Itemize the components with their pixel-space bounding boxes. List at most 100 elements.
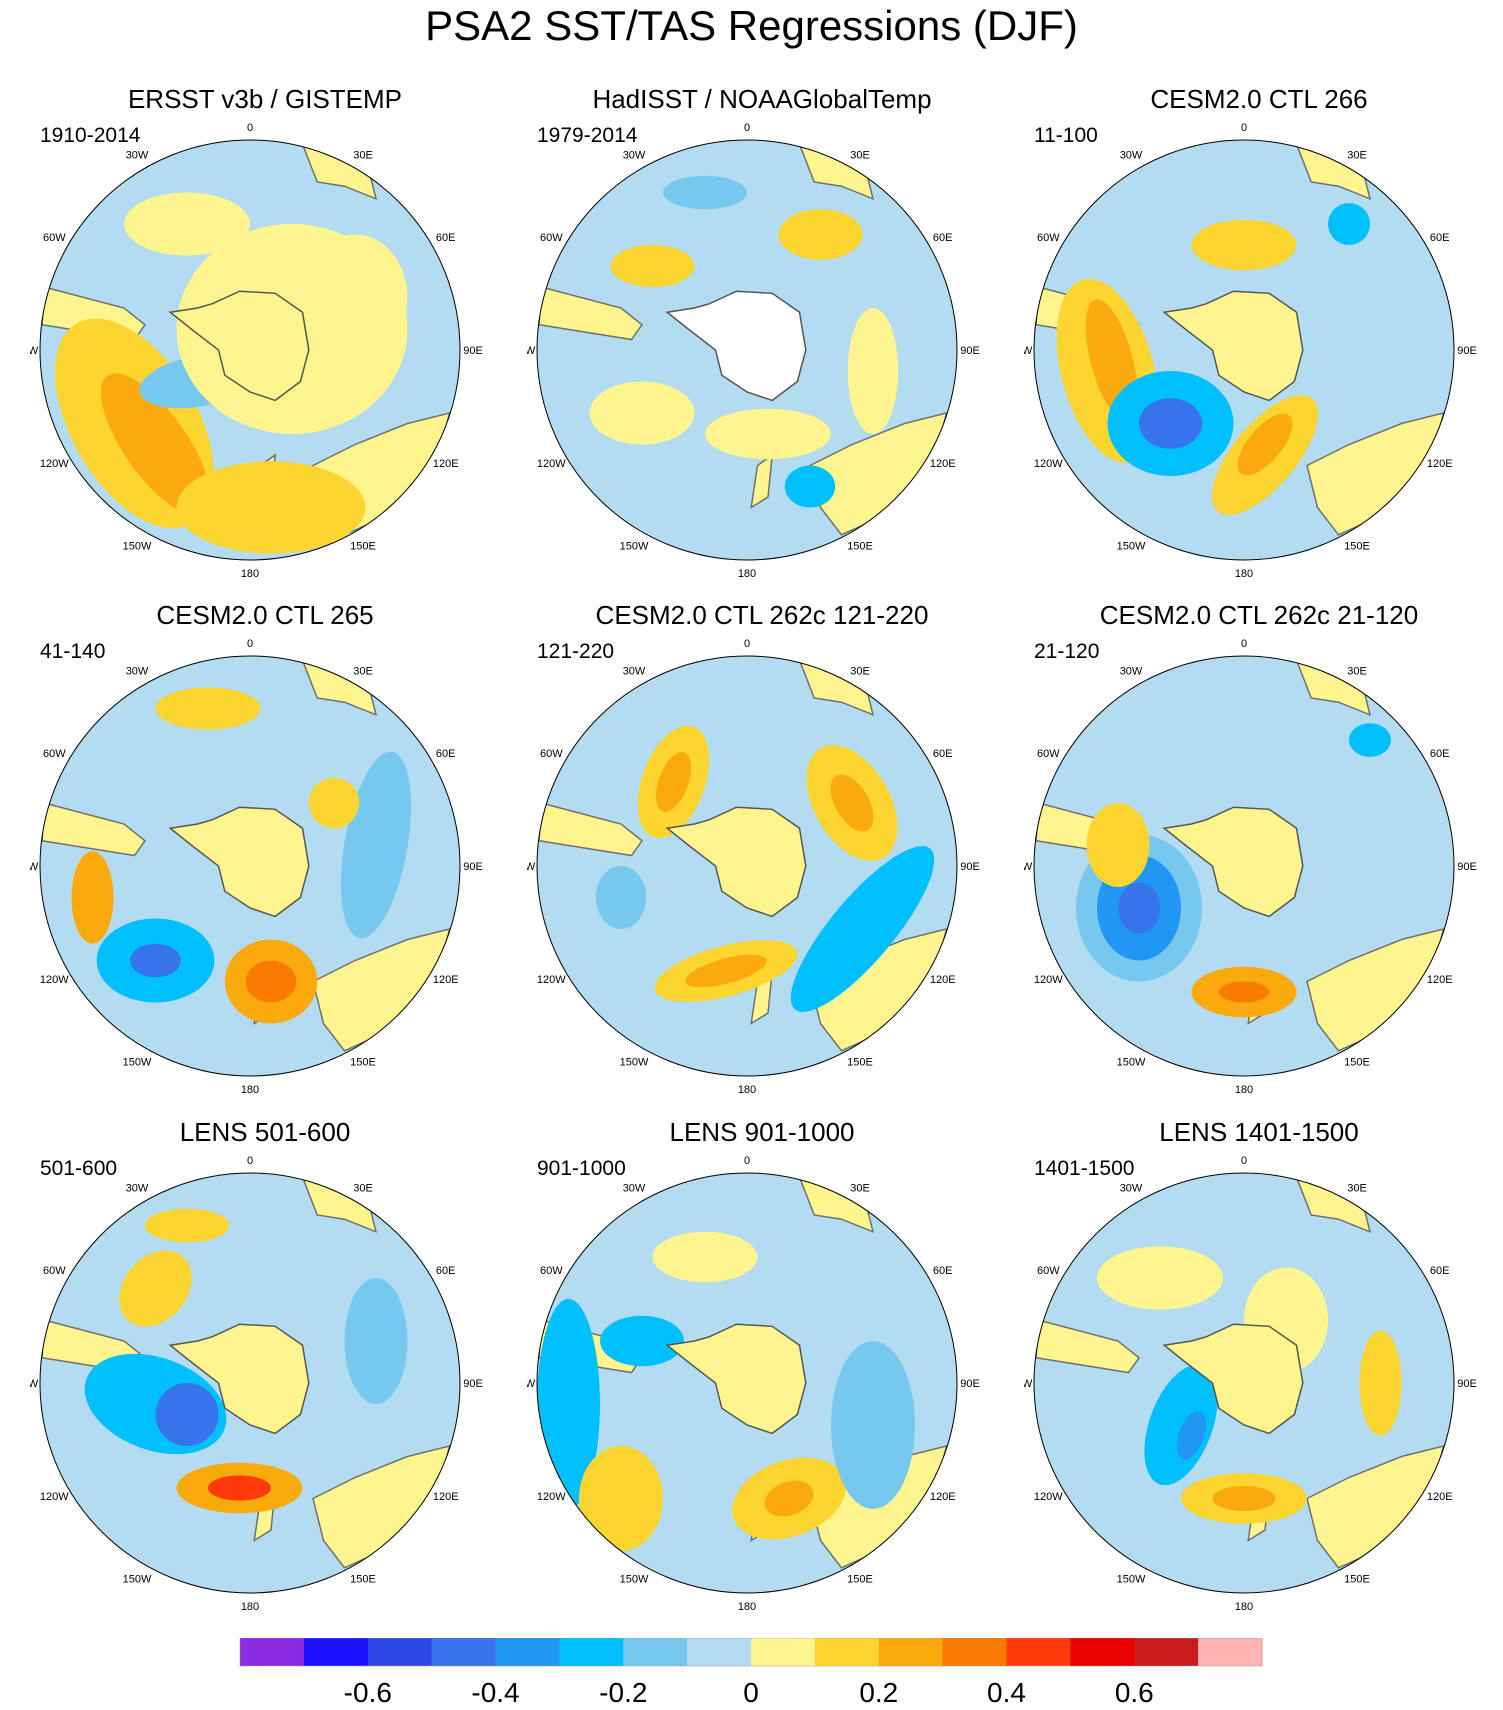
colorbar-swatch (240, 1638, 305, 1666)
polar-map: 0 30E 60E 90E 120E 150E 180 150W 120W 90W 60W 30W (30, 122, 483, 580)
longitude-label: 60E (436, 1265, 456, 1277)
colorbar-swatch (1070, 1638, 1135, 1666)
longitude-label: 180 (241, 1084, 259, 1096)
longitude-label: 90E (960, 1378, 980, 1390)
panel-years: 11-100 (1034, 124, 1098, 147)
colorbar-swatch (367, 1638, 433, 1666)
longitude-label: 0 (1241, 122, 1247, 134)
longitude-label: 150W (123, 1057, 152, 1069)
longitude-label: 90W (527, 345, 536, 357)
panel-title: CESM2.0 CTL 262c 121-220 (595, 600, 929, 630)
polar-map: 0 30E 60E 90E 120E 150E 180 150W 120W 90W 60W 30W (30, 638, 483, 1096)
colorbar-swatch (751, 1638, 816, 1666)
longitude-label: 60W (1037, 748, 1060, 760)
longitude-label: 150E (847, 1574, 873, 1586)
longitude-label: 30W (1120, 1182, 1143, 1194)
map-panel: 0 30E 60E 90E 120E 150E 180 150W 120W 90W 60W 30W CE… (1024, 84, 1494, 594)
longitude-label: 90E (463, 345, 483, 357)
colorbar-swatch (942, 1638, 1007, 1666)
anomaly-contour (145, 1208, 229, 1243)
longitude-label: 120W (1034, 1491, 1063, 1503)
panel-title: LENS 901-1000 (669, 1117, 855, 1147)
longitude-label: 0 (247, 122, 253, 134)
colorbar-swatch (495, 1638, 560, 1666)
longitude-label: 150E (350, 1574, 376, 1586)
longitude-label: 120E (1427, 974, 1453, 986)
anomaly-contour (1328, 203, 1370, 245)
colorbar-swatch (1198, 1638, 1263, 1666)
longitude-label: 150E (847, 1057, 873, 1069)
longitude-label: 120E (930, 974, 956, 986)
antarctica-outline (168, 1323, 310, 1435)
panel-title: CESM2.0 CTL 262c 21-120 (1099, 600, 1419, 630)
longitude-label: 150W (123, 1574, 152, 1586)
longitude-label: 150W (620, 1057, 649, 1069)
colorbar-tick-label: -0.4 (471, 1677, 519, 1708)
colorbar: -0.6 -0.4 -0.2 0 0.2 0.4 0.6 (239, 1638, 1263, 1708)
map-border (1033, 139, 1455, 561)
panel-years: 1979-2014 (537, 124, 638, 147)
longitude-label: 60E (933, 748, 953, 760)
anomaly-contour (600, 1315, 684, 1367)
colorbar-swatch (1134, 1638, 1199, 1666)
polar-map: 0 30E 60E 90E 120E 150E 180 150W 120W 90W 60W 30W (1024, 638, 1477, 1096)
anomaly-contour (784, 465, 836, 508)
longitude-label: 180 (241, 568, 259, 580)
longitude-label: 120W (1034, 458, 1063, 470)
map-panel: 0 30E 60E 90E 120E 150E 180 150W 120W 90W 60W 30W CE… (1024, 600, 1494, 1110)
longitude-label: 60E (933, 232, 953, 244)
anomaly-contour (778, 209, 863, 260)
map-panel: 0 30E 60E 90E 120E 150E 180 150W 120W 90W 60W 30W ER… (30, 84, 500, 594)
anomaly-contour (1139, 398, 1202, 449)
polar-map: 0 30E 60E 90E 120E 150E 180 150W 120W 90W 60W 30W (527, 1155, 980, 1613)
anomaly-contour (1359, 1330, 1402, 1436)
anomaly-contour (100, 373, 211, 516)
panel-years: 21-120 (1034, 640, 1100, 663)
longitude-label: 90E (960, 861, 980, 873)
panel-years: 501-600 (40, 1157, 118, 1180)
longitude-label: 60W (540, 748, 563, 760)
longitude-label: 60W (43, 1265, 66, 1277)
longitude-label: 30W (623, 149, 646, 161)
panel-years: 901-1000 (537, 1157, 626, 1180)
map-border (1033, 1172, 1455, 1594)
colorbar-swatch (431, 1638, 496, 1666)
longitude-label: 30W (126, 149, 149, 161)
longitude-label: 30W (623, 1182, 646, 1194)
map-border (536, 139, 958, 561)
longitude-label: 120W (537, 974, 566, 986)
longitude-label: 0 (1241, 638, 1247, 650)
antarctica-outline (168, 290, 310, 402)
longitude-label: 30E (1347, 665, 1367, 677)
longitude-label: 90E (463, 861, 483, 873)
longitude-label: 90W (1024, 861, 1033, 873)
longitude-label: 30W (126, 665, 149, 677)
polar-map: 0 30E 60E 90E 120E 150E 180 150W 120W 90W 60W 30W (30, 1155, 483, 1613)
anomaly-contour (537, 1299, 600, 1509)
longitude-label: 30W (1120, 149, 1143, 161)
longitude-label: 60W (540, 1265, 563, 1277)
anomaly-contour (124, 192, 250, 256)
anomaly-contour (1218, 981, 1270, 1003)
longitude-label: 60E (1430, 748, 1450, 760)
anomaly-contour (308, 777, 360, 829)
longitude-label: 0 (247, 1155, 253, 1167)
anomaly-contour (830, 774, 874, 832)
anomaly-contour (1237, 413, 1293, 476)
longitude-label: 30E (1347, 1182, 1367, 1194)
longitude-label: 60W (43, 748, 66, 760)
longitude-label: 150W (620, 541, 649, 553)
longitude-label: 90E (1457, 1378, 1477, 1390)
antarctica-outline (1162, 1323, 1304, 1435)
colorbar-swatch (559, 1638, 624, 1666)
map-panel: 0 30E 60E 90E 120E 150E 180 150W 120W 90W 60W 30W CE… (527, 600, 997, 1110)
longitude-label: 90E (960, 345, 980, 357)
map-panel: 0 30E 60E 90E 120E 150E 180 150W 120W 90W 60W 30W Ha… (527, 84, 997, 594)
longitude-label: 150E (350, 1057, 376, 1069)
longitude-label: 30E (353, 665, 373, 677)
longitude-label: 90W (30, 345, 39, 357)
anomaly-contour (1118, 882, 1160, 934)
panel-title: LENS 1401-1500 (1159, 1117, 1359, 1147)
antarctica-outline (665, 1323, 807, 1435)
longitude-label: 120E (1427, 458, 1453, 470)
